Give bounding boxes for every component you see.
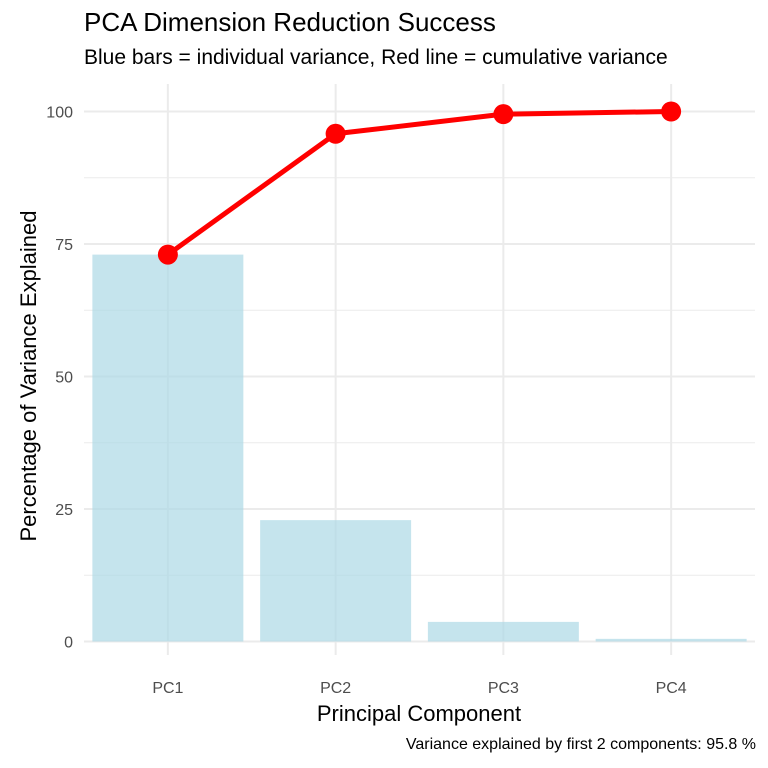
- cumulative-variance-line: [165, 109, 674, 258]
- cumulative-point-pc4: [661, 101, 682, 122]
- chart-caption: Variance explained by first 2 components…: [405, 736, 756, 753]
- y-tick-label: 25: [55, 502, 73, 519]
- y-tick-label: 75: [55, 237, 73, 254]
- chart-title: PCA Dimension Reduction Success: [84, 7, 496, 37]
- x-tick-label: PC2: [320, 680, 351, 697]
- cumulative-line: [157, 101, 682, 265]
- variance-bars: [92, 254, 747, 642]
- y-tick-label: 100: [46, 105, 73, 122]
- x-tick-label: PC3: [488, 680, 519, 697]
- x-tick-label: PC1: [152, 680, 183, 697]
- y-tick-label: 50: [55, 370, 73, 387]
- chart-subtitle: Blue bars = individual variance, Red lin…: [84, 46, 668, 69]
- cumulative-point-pc1: [157, 244, 178, 265]
- bar-pc1: [92, 254, 244, 642]
- cumulative-point-pc3: [493, 104, 514, 125]
- x-axis-ticks: PC1 PC2 PC3 PC4: [152, 680, 686, 697]
- bar-pc4: [595, 638, 747, 642]
- y-axis-title: Percentage of Variance Explained: [16, 210, 41, 541]
- bar-pc2: [260, 520, 412, 642]
- x-tick-label: PC4: [656, 680, 687, 697]
- cumulative-point-pc2: [325, 123, 346, 144]
- y-axis-ticks: 0 25 50 75 100: [46, 105, 73, 652]
- x-axis-title: Principal Component: [317, 701, 521, 726]
- y-tick-label: 0: [64, 635, 73, 652]
- bar-pc3: [427, 621, 579, 642]
